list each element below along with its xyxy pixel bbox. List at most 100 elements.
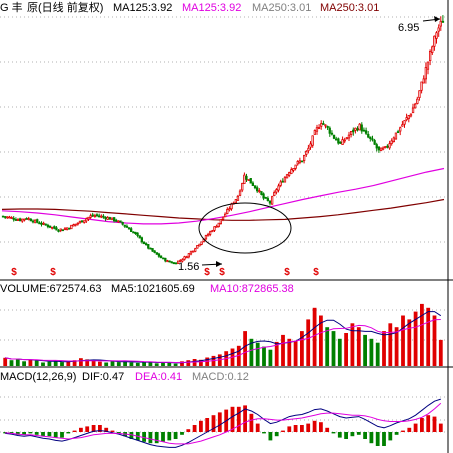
candle-body (142, 241, 146, 245)
macd-dea: DEA:0.41 (135, 371, 182, 383)
volume-bar (15, 359, 20, 366)
volume-bar (438, 339, 443, 366)
macd-bar (148, 432, 153, 444)
volume-bar (123, 361, 127, 366)
volume-bar (129, 362, 134, 366)
candle-body (330, 132, 334, 135)
chart-kind: 原(日线 前复权) (27, 0, 103, 14)
volume-ma5: MA5:1021605.69 (111, 283, 195, 295)
volume-bar (407, 319, 412, 366)
candle-body (352, 129, 355, 133)
candle-body (40, 222, 43, 225)
volume-bar (116, 362, 121, 366)
macd-bar (192, 425, 197, 432)
candle-body (55, 227, 58, 231)
candle-body (379, 147, 383, 152)
macd-bar (293, 425, 298, 432)
candle-body (36, 219, 39, 223)
candle-body (51, 226, 54, 229)
candle-body (358, 123, 361, 131)
candle-body (349, 130, 353, 135)
candle-body (279, 181, 282, 186)
candle-body (113, 217, 116, 222)
candle-body (4, 216, 7, 218)
macd-bar (426, 415, 431, 432)
candle-body (390, 140, 393, 144)
macd-bar (116, 432, 121, 434)
macd-bar (167, 432, 172, 441)
macd-bar (98, 425, 102, 432)
candle-body (61, 229, 64, 232)
volume-header: VOLUME:672574.63 MA5:1021605.69 MA10:872… (0, 283, 294, 295)
macd-bar (356, 432, 361, 435)
macd-dif: DIF:0.47 (82, 371, 124, 383)
macd-bar (375, 432, 380, 446)
macd-bar (53, 432, 58, 438)
volume-bar (205, 357, 210, 366)
candle-body (187, 253, 191, 258)
volume-bar (262, 346, 266, 366)
candle-body (426, 61, 430, 70)
macd-dif-line (5, 398, 441, 448)
macd-bar (129, 432, 134, 439)
volume-bar (98, 361, 102, 366)
candle-body (275, 189, 278, 193)
candle-body (63, 228, 67, 231)
candle-body (29, 218, 33, 222)
candle-body (10, 217, 13, 219)
macd-bar (382, 432, 386, 446)
volume-bar (255, 342, 260, 366)
macd-bar (369, 432, 374, 444)
candle-body (53, 226, 56, 229)
volume-ma10: MA10:872865.38 (210, 283, 294, 295)
candle-body (302, 155, 306, 161)
macd-bar (142, 432, 146, 442)
candle-body (168, 260, 171, 263)
price-candles (1, 15, 445, 265)
candle-body (108, 217, 111, 220)
macd-header: MACD(12,26,9) DIF:0.47 DEA:0.41 MACD:0.1… (0, 371, 249, 383)
volume-bar (79, 358, 83, 366)
candle-body (322, 123, 325, 125)
candle-body (59, 228, 62, 231)
candle-body (119, 220, 122, 223)
candle-body (392, 137, 396, 142)
macd-bar (350, 432, 355, 437)
candle-body (70, 224, 73, 230)
macd-bar (394, 432, 399, 435)
candle-body (255, 187, 259, 192)
volume-bar (394, 327, 399, 366)
macd-bar (230, 406, 235, 432)
candle-body (159, 255, 163, 259)
macd-bar (66, 432, 71, 434)
macd-bar (268, 432, 273, 441)
volume-bar (319, 315, 323, 366)
volume-bar (426, 307, 431, 366)
volume-bar (22, 361, 26, 366)
volume-bar (47, 361, 52, 366)
candle-body (98, 215, 101, 218)
price-header: G 丰 原(日线 前复权) MA125:3.92 MA125:3.92 MA25… (0, 0, 379, 14)
macd-lines (5, 398, 442, 448)
candle-body (219, 218, 223, 224)
candle-body (422, 78, 425, 84)
candle-body (162, 257, 165, 260)
candle-body (315, 127, 319, 132)
candle-body (234, 199, 238, 204)
signal-markers: $ $ $ $ $ $ (11, 267, 319, 278)
macd-bar (199, 420, 203, 432)
candle-body (309, 143, 312, 148)
macd-bar (47, 432, 52, 437)
candle-body (386, 145, 389, 148)
candle-body (153, 250, 156, 253)
candle-body (253, 185, 257, 189)
signal-marker: $ (204, 267, 210, 278)
macd-bar (205, 418, 210, 432)
candle-body (151, 248, 154, 252)
candle-body (285, 174, 289, 179)
candle-body (292, 167, 295, 171)
candle-body (57, 230, 60, 232)
volume-bar (375, 342, 380, 366)
macd-bar (325, 427, 330, 432)
volume-bar (420, 303, 424, 366)
